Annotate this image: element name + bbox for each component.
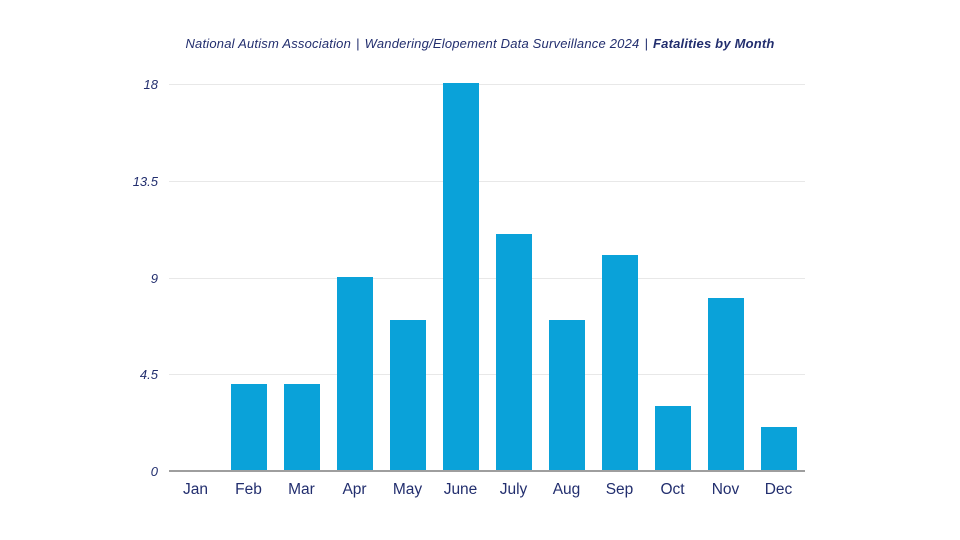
x-tick-label-oct: Oct [660, 481, 685, 498]
y-tick-label-18: 18 [143, 77, 158, 92]
x-tick-label-jan: Jan [183, 481, 208, 498]
y-tick-label-13.5: 13.5 [132, 173, 158, 189]
x-tick-label-feb: Feb [235, 481, 262, 498]
x-tick-label-nov: Nov [711, 481, 740, 498]
y-tick-label-0: 0 [150, 464, 158, 479]
bar-july [495, 233, 532, 470]
x-tick-label-july: July [499, 481, 528, 498]
x-tick-label-dec: Dec [764, 481, 793, 498]
gridline-y-9 [169, 277, 805, 279]
chart-title: National Autism Association | Wandering/El… [0, 36, 960, 51]
title-metric-text: Fatalities by Month [653, 36, 775, 51]
bar-feb [230, 384, 267, 470]
bar-nov [707, 298, 744, 470]
title-separator-2: | [644, 36, 649, 51]
x-tick-label-apr: Apr [342, 481, 367, 498]
x-tick-label-aug: Aug [552, 481, 581, 498]
bar-june [442, 83, 479, 470]
bar-sep [601, 255, 638, 470]
bar-aug [548, 319, 585, 470]
title-org-text: National Autism Association [185, 36, 352, 51]
bar-dec [760, 427, 797, 470]
x-tick-label-may: May [392, 481, 423, 498]
x-tick-label-sep: Sep [605, 481, 634, 498]
y-tick-label-9: 9 [150, 270, 158, 286]
plot-area [169, 83, 805, 472]
gridline-y-13.5 [169, 180, 805, 182]
x-tick-label-mar: Mar [288, 481, 315, 498]
gridline-y-4.5 [169, 374, 805, 376]
title-survey-text: Wandering/Elopement Data Surveillance 20… [364, 36, 640, 51]
bar-may [389, 319, 426, 470]
gridline-y-18 [169, 84, 805, 85]
bar-mar [283, 384, 320, 470]
title-separator-1: | [356, 36, 360, 51]
y-tick-label-4.5: 4.5 [139, 367, 158, 383]
bar-apr [336, 276, 373, 470]
x-tick-label-june: June [443, 481, 478, 498]
bar-oct [654, 405, 691, 470]
